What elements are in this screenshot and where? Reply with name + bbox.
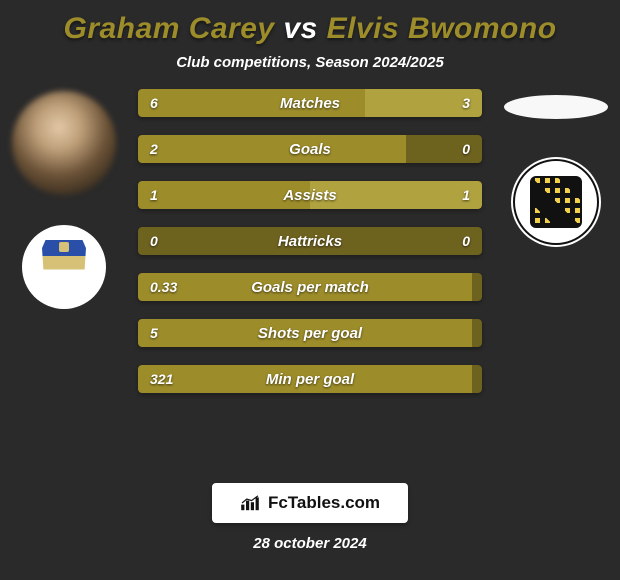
stat-label: Goals per match [138, 273, 482, 301]
stat-label: Hattricks [138, 227, 482, 255]
stat-label: Matches [138, 89, 482, 117]
stat-label: Assists [138, 181, 482, 209]
stat-row: 00Hattricks [138, 227, 482, 255]
brand-text: FcTables.com [268, 493, 380, 513]
player2-photo [504, 95, 608, 119]
left-column [4, 89, 124, 309]
player1-club-badge [22, 225, 106, 309]
stat-label: Goals [138, 135, 482, 163]
player1-photo [12, 91, 116, 195]
brand-box[interactable]: FcTables.com [212, 483, 408, 523]
title: Graham Carey vs Elvis Bwomono [63, 12, 556, 46]
bars-icon [240, 495, 260, 511]
checker-icon [530, 176, 582, 228]
stat-row: 0.33Goals per match [138, 273, 482, 301]
stat-row: 63Matches [138, 89, 482, 117]
stat-row: 11Assists [138, 181, 482, 209]
stat-row: 321Min per goal [138, 365, 482, 393]
player1-name: Graham Carey [63, 12, 274, 45]
vs-text: vs [283, 12, 317, 45]
stat-row: 20Goals [138, 135, 482, 163]
subtitle: Club competitions, Season 2024/2025 [176, 54, 444, 71]
stat-label: Shots per goal [138, 319, 482, 347]
shield-icon [42, 240, 86, 294]
date: 28 october 2024 [253, 535, 366, 552]
stat-bars: 63Matches 20Goals 11Assists 00Hattricks 0.33… [138, 89, 482, 393]
comparison-card: Graham Carey vs Elvis Bwomono Club compe… [0, 0, 620, 580]
player2-club-badge [511, 157, 601, 247]
player2-name: Elvis Bwomono [327, 12, 557, 45]
stat-row: 5Shots per goal [138, 319, 482, 347]
footer: FcTables.com 28 october 2024 [0, 483, 620, 580]
main-area: 63Matches 20Goals 11Assists 00Hattricks 0.33… [0, 89, 620, 483]
stat-label: Min per goal [138, 365, 482, 393]
right-column [496, 89, 616, 247]
